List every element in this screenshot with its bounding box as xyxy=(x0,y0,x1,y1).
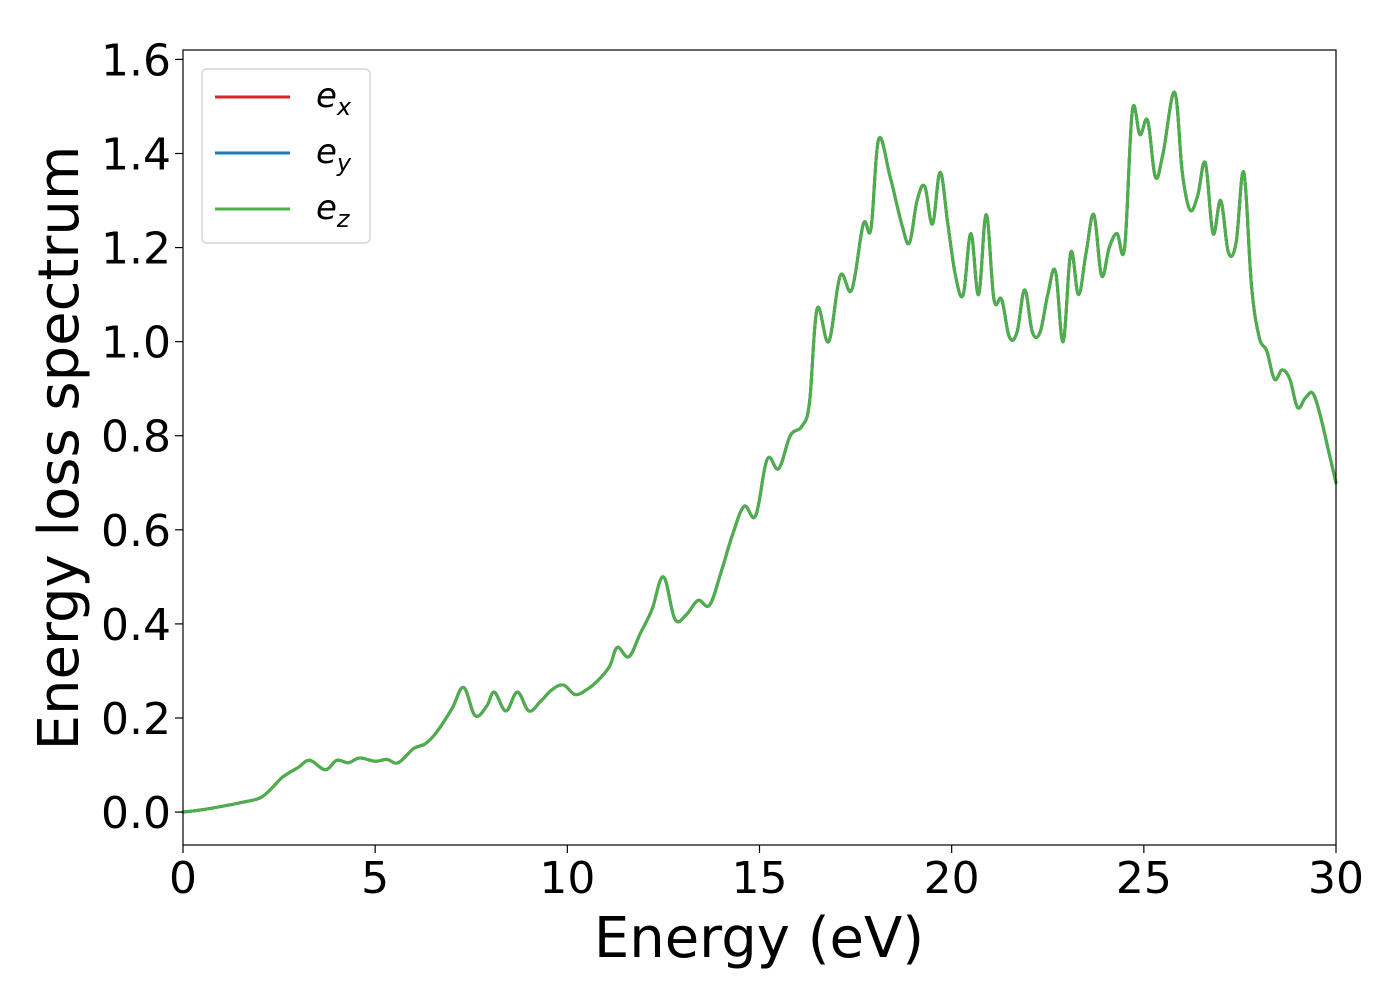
series-line-ez xyxy=(181,90,1338,814)
x-axis-title: Energy (eV) xyxy=(594,906,924,971)
legend-label-ez: ez xyxy=(316,188,351,233)
y-tick-label: 0.4 xyxy=(101,600,171,651)
y-axis-ticks: 0.0 0.2 0.4 0.6 0.8 1.0 1.2 1.4 1.6 xyxy=(101,35,183,839)
x-tick-label: 5 xyxy=(361,853,389,904)
y-tick-label: 1.4 xyxy=(101,129,171,180)
x-tick-label: 15 xyxy=(732,853,788,904)
legend: ex ey ez xyxy=(201,68,371,244)
y-tick-label: 0.0 xyxy=(101,788,171,839)
legend-box xyxy=(201,68,371,244)
legend-label-ey: ey xyxy=(316,132,352,177)
series-layer xyxy=(181,90,1338,814)
y-tick-label: 0.8 xyxy=(101,412,171,463)
y-tick-label: 1.0 xyxy=(101,318,171,369)
y-axis-title: Energy loss spectrum xyxy=(27,146,92,751)
x-axis-ticks: 0 5 10 15 20 25 30 xyxy=(169,845,1364,904)
legend-label-ex: ex xyxy=(316,76,352,121)
y-tick-label: 0.2 xyxy=(101,694,171,745)
x-tick-label: 30 xyxy=(1308,853,1364,904)
y-tick-label: 1.6 xyxy=(101,35,171,86)
y-tick-label: 0.6 xyxy=(101,506,171,557)
x-tick-label: 20 xyxy=(924,853,980,904)
y-tick-label: 1.2 xyxy=(101,224,171,275)
x-tick-label: 10 xyxy=(539,853,595,904)
x-tick-label: 25 xyxy=(1116,853,1172,904)
x-tick-label: 0 xyxy=(169,853,197,904)
